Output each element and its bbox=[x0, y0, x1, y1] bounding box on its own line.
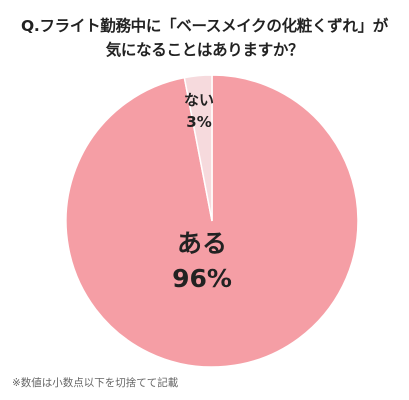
slice-label-aru: ある 96% bbox=[172, 229, 232, 293]
chart-title-line1: Q.フライト勤務中に「ベースメイクの化粧くずれ」が bbox=[21, 17, 388, 35]
chart-title: Q.フライト勤務中に「ベースメイクの化粧くずれ」が 気になることはありますか？ bbox=[0, 14, 409, 62]
slice-label-nai-value: 3% bbox=[186, 113, 211, 131]
slice-label-nai-name: ない bbox=[184, 91, 214, 109]
footnote: ※数値は小数点以下を切捨てて記載 bbox=[12, 377, 179, 389]
slice-label-aru-value: 96% bbox=[172, 264, 232, 293]
slice-label-aru-name: ある bbox=[177, 229, 227, 258]
pie-slices bbox=[65, 74, 359, 368]
pie-slice-nai bbox=[183, 74, 213, 222]
chart-title-line2: 気になることはありますか？ bbox=[105, 41, 304, 59]
slice-label-nai: ない 3% bbox=[184, 91, 214, 131]
